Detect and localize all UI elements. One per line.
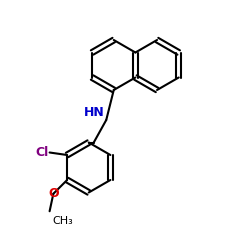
Text: O: O [48,187,59,200]
Text: CH₃: CH₃ [52,216,73,226]
Text: HN: HN [84,106,105,119]
Text: Cl: Cl [35,146,48,159]
